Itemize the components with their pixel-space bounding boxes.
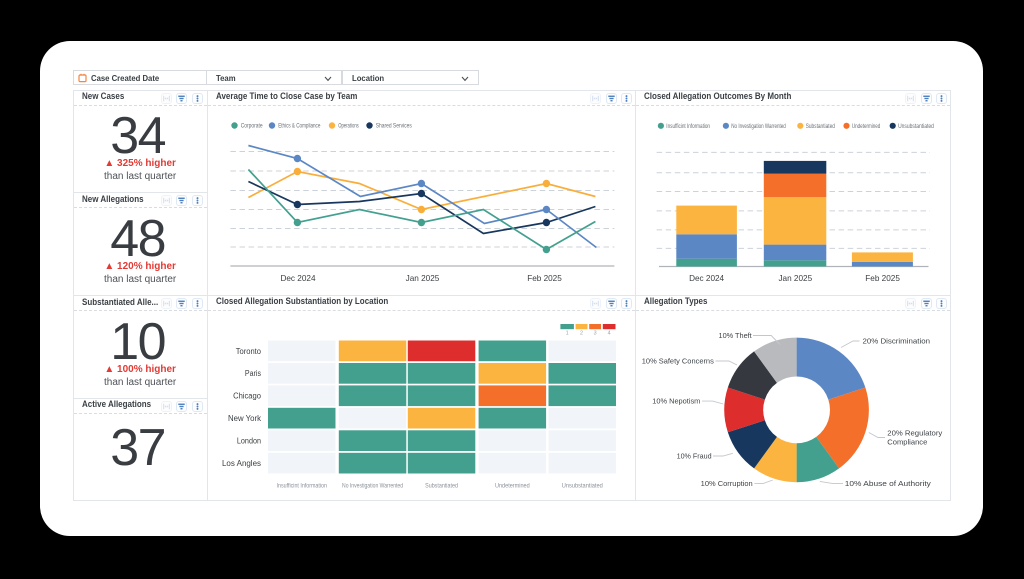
svg-text:Dec 2024: Dec 2024 bbox=[689, 274, 724, 283]
svg-text:London: London bbox=[236, 436, 260, 445]
svg-text:3: 3 bbox=[593, 330, 596, 336]
svg-text:Substantiated: Substantiated bbox=[425, 482, 458, 489]
svg-text:Undetermined: Undetermined bbox=[495, 482, 530, 489]
svg-text:No Investigation Warrented: No Investigation Warrented bbox=[731, 123, 786, 129]
svg-text:Unsubstantiated: Unsubstantiated bbox=[561, 482, 603, 489]
svg-text:10% Corruption: 10% Corruption bbox=[701, 479, 753, 488]
svg-text:Insufficint Information: Insufficint Information bbox=[276, 482, 327, 489]
svg-text:Los Angles: Los Angles bbox=[222, 459, 261, 468]
svg-text:Undetermined: Undetermined bbox=[852, 123, 880, 129]
svg-text:Insufficint Information: Insufficint Information bbox=[666, 123, 710, 129]
svg-text:2: 2 bbox=[580, 330, 583, 336]
svg-text:Feb 2025: Feb 2025 bbox=[865, 274, 900, 283]
svg-text:Paris: Paris bbox=[244, 369, 260, 378]
svg-text:10% Nepotism: 10% Nepotism bbox=[652, 396, 700, 405]
svg-text:10% Safety Concerns: 10% Safety Concerns bbox=[642, 356, 714, 365]
svg-text:Dec 2024: Dec 2024 bbox=[280, 274, 315, 283]
svg-text:Ethics & Compliance: Ethics & Compliance bbox=[278, 123, 321, 129]
svg-text:Jan 2025: Jan 2025 bbox=[778, 274, 812, 283]
svg-text:Unsubstantiated: Unsubstantiated bbox=[898, 123, 934, 129]
svg-text:New York: New York bbox=[228, 414, 262, 423]
svg-text:10% Abuse of Authority: 10% Abuse of Authority bbox=[845, 479, 931, 488]
svg-text:Chicago: Chicago bbox=[233, 391, 261, 400]
svg-text:Operations: Operations bbox=[338, 123, 359, 129]
svg-text:10% Fraud: 10% Fraud bbox=[677, 451, 712, 460]
svg-text:Substantiated: Substantiated bbox=[806, 123, 835, 129]
svg-text:Shared Services: Shared Services bbox=[375, 123, 411, 129]
svg-text:No Investigation Warrented: No Investigation Warrented bbox=[342, 482, 403, 489]
svg-text:Feb 2025: Feb 2025 bbox=[527, 274, 562, 283]
svg-text:Jan 2025: Jan 2025 bbox=[405, 274, 439, 283]
svg-text:10% Theft: 10% Theft bbox=[718, 331, 751, 340]
svg-text:20% Regulatory: 20% Regulatory bbox=[887, 428, 942, 437]
svg-text:Toronto: Toronto bbox=[235, 346, 261, 355]
svg-text:1: 1 bbox=[565, 330, 568, 336]
svg-text:4: 4 bbox=[607, 330, 610, 336]
svg-text:20% Discrimination: 20% Discrimination bbox=[862, 336, 930, 345]
svg-text:Compliance: Compliance bbox=[887, 437, 927, 446]
svg-text:Corporate: Corporate bbox=[240, 123, 263, 129]
